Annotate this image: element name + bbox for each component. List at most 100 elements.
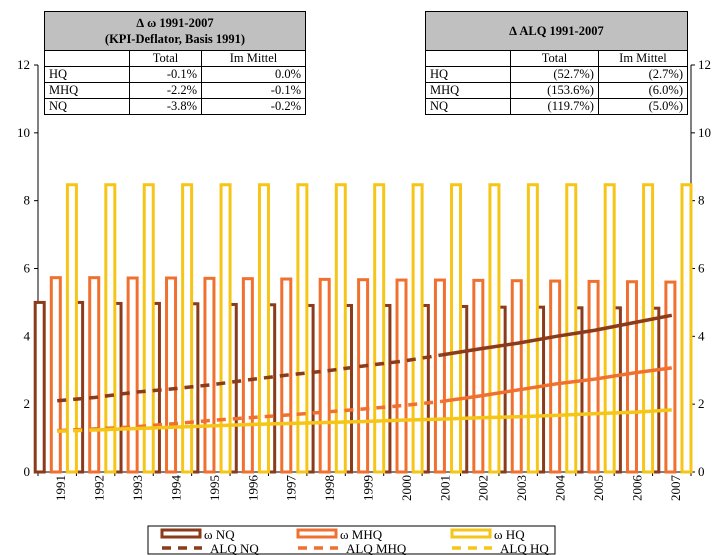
bar-ω-MHQ: [241, 277, 254, 474]
bar-ω-MHQ: [126, 276, 139, 474]
line-ALQ-MHQ: [441, 366, 673, 404]
bar-ω-MHQ: [395, 278, 408, 474]
bar-ω-HQ: [411, 183, 424, 474]
y-tick-label-left: 4: [24, 328, 31, 343]
row-mittel: (6.0%): [597, 82, 689, 99]
row-label: MHQ: [44, 82, 130, 99]
y-tick-label-right: 4: [698, 328, 705, 343]
x-tick-label: 1992: [92, 475, 107, 501]
bar-ω-MHQ: [357, 278, 370, 474]
x-tick-label: 1993: [130, 475, 145, 501]
bar-ω-MHQ: [88, 276, 101, 474]
bar-ω-MHQ: [510, 279, 523, 474]
bar-ω-HQ: [373, 183, 386, 474]
omega-table-title-line1: ∆ ω 1991-2007: [136, 16, 214, 30]
y-tick-label-right: 8: [698, 193, 705, 208]
row-mittel: -0.2%: [201, 98, 306, 115]
x-tick-label: 2007: [668, 475, 683, 502]
y-tick-label-right: 12: [698, 57, 711, 72]
x-tick-label: 1998: [322, 475, 337, 501]
bar-ω-HQ: [104, 183, 117, 474]
row-total: (119.7%): [510, 98, 599, 115]
bar-ω-HQ: [680, 183, 693, 474]
bar-ω-MHQ: [549, 279, 562, 474]
alq-table-blank-header: [425, 50, 511, 67]
bar-ω-HQ: [488, 183, 501, 474]
omega-table-col-mittel: Im Mittel: [201, 50, 306, 67]
bar-ω-MHQ: [472, 278, 485, 474]
x-tick-label: 1999: [361, 475, 376, 501]
bar-ω-MHQ: [318, 277, 331, 474]
bar-ω-MHQ: [433, 278, 446, 474]
legend-label: ω MHQ: [340, 527, 383, 542]
bar-ω-HQ: [142, 183, 155, 474]
bar-ω-MHQ: [49, 276, 62, 474]
legend-label: ALQ MHQ: [346, 541, 407, 555]
y-tick-label-left: 10: [17, 125, 30, 140]
bar-ω-HQ: [257, 183, 270, 474]
y-tick-label-right: 6: [698, 261, 705, 276]
row-label: NQ: [44, 98, 130, 115]
legend-swatch-bar: [450, 528, 492, 539]
row-mittel: (2.7%): [597, 66, 689, 83]
omega-table-blank-header: [44, 50, 130, 67]
x-tick-label: 1991: [53, 475, 68, 501]
legend-label: ALQ HQ: [500, 541, 549, 555]
bar-ω-HQ: [526, 183, 539, 474]
bar-ω-MHQ: [587, 279, 600, 474]
bar-ω-HQ: [219, 183, 232, 474]
bar-ω-HQ: [565, 183, 578, 474]
legend-label: ω HQ: [494, 527, 525, 542]
line-ALQ-NQ: [441, 313, 673, 357]
bar-ω-NQ: [33, 300, 46, 474]
alq-change-table: ∆ ALQ 1991-2007 Total Im Mittel HQ (52.7…: [425, 11, 689, 115]
bar-ω-HQ: [296, 183, 309, 474]
bar-ω-MHQ: [203, 276, 216, 474]
bar-ω-HQ: [65, 183, 78, 474]
table-row: MHQ -2.2% -0.1%: [44, 82, 306, 99]
x-tick-label: 2005: [591, 475, 606, 501]
bar-ω-MHQ: [664, 280, 677, 474]
row-label: HQ: [44, 66, 130, 83]
omega-change-table: ∆ ω 1991-2007 (KPI-Deflator, Basis 1991)…: [44, 11, 306, 115]
y-tick-label-right: 2: [698, 396, 705, 411]
y-tick-label-right: 0: [698, 464, 705, 479]
bar-ω-MHQ: [165, 276, 178, 474]
row-mittel: (5.0%): [597, 98, 689, 115]
row-total: -0.1%: [128, 66, 203, 83]
table-row: HQ -0.1% 0.0%: [44, 66, 306, 83]
row-label: NQ: [425, 98, 511, 115]
omega-table-title-line2: (KPI-Deflator, Basis 1991): [104, 32, 246, 46]
y-tick-label-left: 0: [24, 464, 31, 479]
y-tick-label-left: 6: [24, 261, 31, 276]
y-tick-label-left: 12: [17, 57, 30, 72]
line-ALQ-NQ-dashed: [57, 353, 442, 403]
y-tick-label-left: 8: [24, 193, 31, 208]
bar-ω-HQ: [181, 183, 194, 474]
bar-ω-HQ: [642, 183, 655, 474]
legend-label: ALQ NQ: [210, 541, 259, 555]
legend-swatch-bar: [160, 528, 202, 539]
alq-table-col-mittel: Im Mittel: [597, 50, 689, 67]
legend-swatch-bar: [296, 528, 338, 539]
table-row: NQ (119.7%) (5.0%): [425, 98, 689, 115]
x-tick-label: 2006: [629, 475, 644, 502]
omega-table-title: ∆ ω 1991-2007 (KPI-Deflator, Basis 1991): [44, 11, 306, 51]
y-tick-label-right: 10: [698, 125, 711, 140]
y-tick-label-left: 2: [24, 396, 31, 411]
x-tick-label: 1994: [168, 475, 183, 502]
alq-table-col-total: Total: [510, 50, 599, 67]
x-tick-label: 1996: [245, 475, 260, 502]
table-row: MHQ (153.6%) (6.0%): [425, 82, 689, 99]
line-ALQ-HQ: [95, 408, 672, 432]
row-mittel: -0.1%: [201, 82, 306, 99]
x-tick-label: 2003: [514, 475, 529, 501]
table-row: NQ -3.8% -0.2%: [44, 98, 306, 115]
row-total: (52.7%): [510, 66, 599, 83]
x-tick-label: 1997: [284, 475, 299, 502]
alq-table-title: ∆ ALQ 1991-2007: [425, 11, 688, 51]
legend-label: ω NQ: [204, 527, 235, 542]
row-total: -2.2%: [128, 82, 203, 99]
table-row: HQ (52.7%) (2.7%): [425, 66, 689, 83]
